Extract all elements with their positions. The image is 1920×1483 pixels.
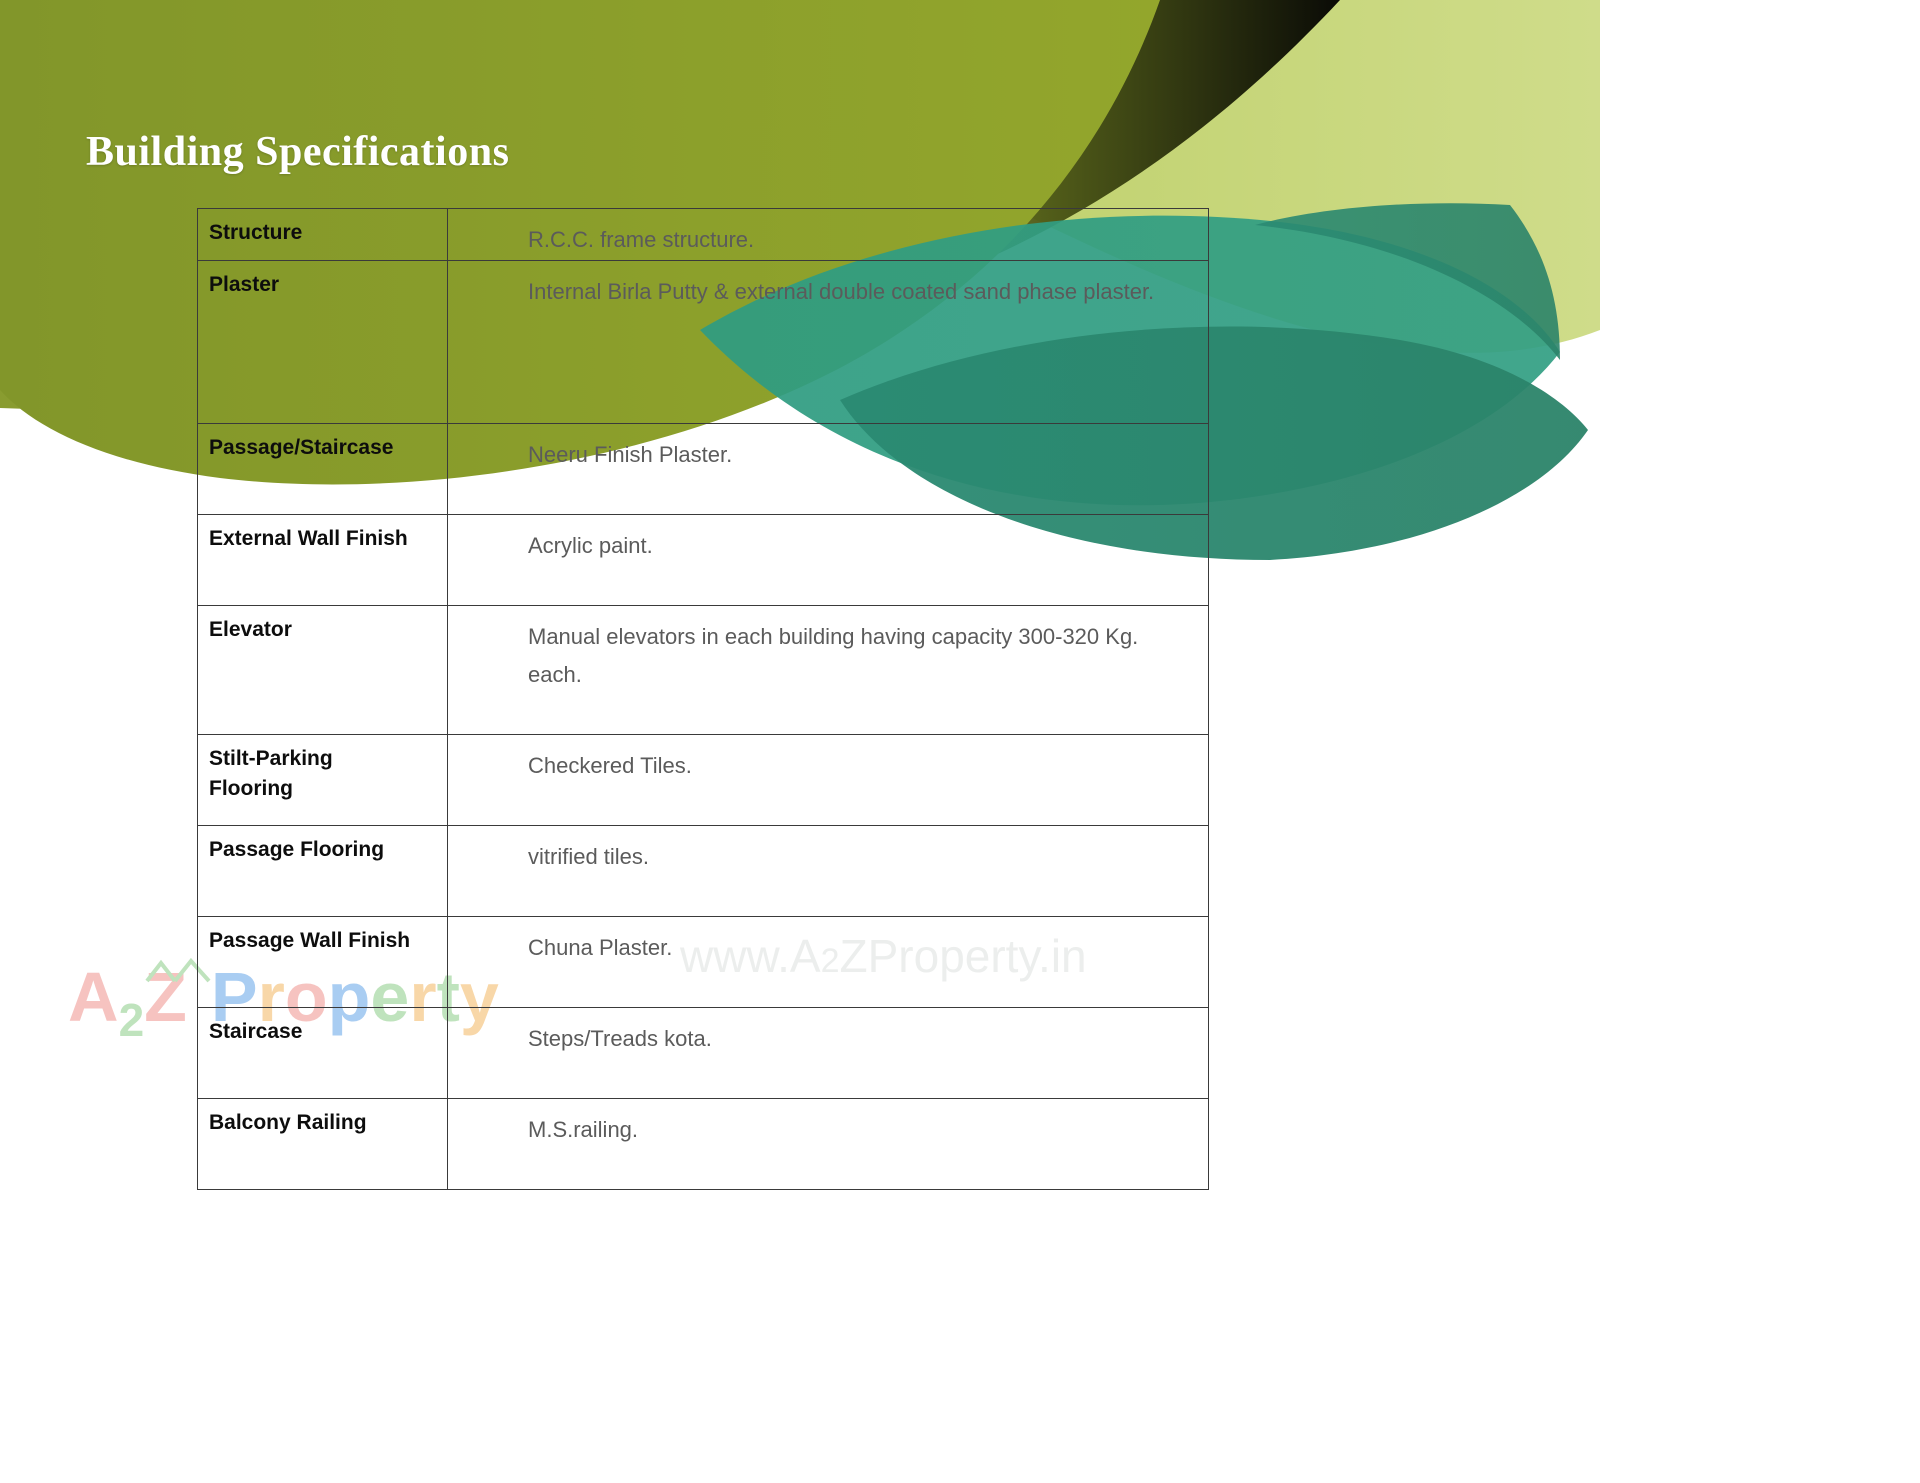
spec-label-cell: Structure <box>197 208 448 261</box>
spec-label-cell: Passage/Staircase <box>197 422 448 515</box>
spec-value-cell: R.C.C. frame structure. <box>447 208 1209 261</box>
logo-letter-a: A <box>68 958 119 1036</box>
spec-value-cell: M.S.railing. <box>447 1097 1209 1190</box>
logo-letter-2: 2 <box>118 994 145 1046</box>
table-row: Passage/Staircase Neeru Finish Plaster. <box>197 422 1209 515</box>
table-row: Balcony Railing M.S.railing. <box>197 1097 1209 1190</box>
table-row: Passage Flooring vitrified tiles. <box>197 824 1209 917</box>
spec-value-cell: Acrylic paint. <box>447 513 1209 606</box>
spec-value-cell: Neeru Finish Plaster. <box>447 422 1209 515</box>
spec-label-cell: Stilt-Parking Flooring <box>197 733 448 826</box>
spec-label-cell: Passage Wall Finish <box>197 915 448 1008</box>
table-row: Staircase Steps/Treads kota. <box>197 1006 1209 1099</box>
spec-value-cell: Checkered Tiles. <box>447 733 1209 826</box>
table-row: Structure R.C.C. frame structure. <box>197 208 1209 261</box>
spec-value-cell: Chuna Plaster. <box>447 915 1209 1008</box>
spec-value-cell: Steps/Treads kota. <box>447 1006 1209 1099</box>
spec-label-cell: Balcony Railing <box>197 1097 448 1190</box>
building-specifications-table: Structure R.C.C. frame structure. Plaster I… <box>197 208 1209 1190</box>
spec-label-cell: Plaster <box>197 259 448 424</box>
spec-value-cell: Manual elevators in each building having… <box>447 604 1209 735</box>
spec-value-cell: vitrified tiles. <box>447 824 1209 917</box>
logo-letter-z: Z <box>144 958 187 1036</box>
spec-label-cell: External Wall Finish <box>197 513 448 606</box>
table-row: External Wall Finish Acrylic paint. <box>197 513 1209 606</box>
spec-label-cell: Elevator <box>197 604 448 735</box>
table-row: Elevator Manual elevators in each buildin… <box>197 604 1209 735</box>
table-row: Plaster Internal Birla Putty & external d… <box>197 259 1209 424</box>
table-row: Stilt-Parking Flooring Checkered Tiles. <box>197 733 1209 826</box>
table-row: Passage Wall Finish Chuna Plaster. <box>197 915 1209 1008</box>
spec-label-cell: Staircase <box>197 1006 448 1099</box>
page-title: Building Specifications <box>86 129 510 175</box>
spec-value-cell: Internal Birla Putty & external double c… <box>447 259 1209 424</box>
spec-label-cell: Passage Flooring <box>197 824 448 917</box>
